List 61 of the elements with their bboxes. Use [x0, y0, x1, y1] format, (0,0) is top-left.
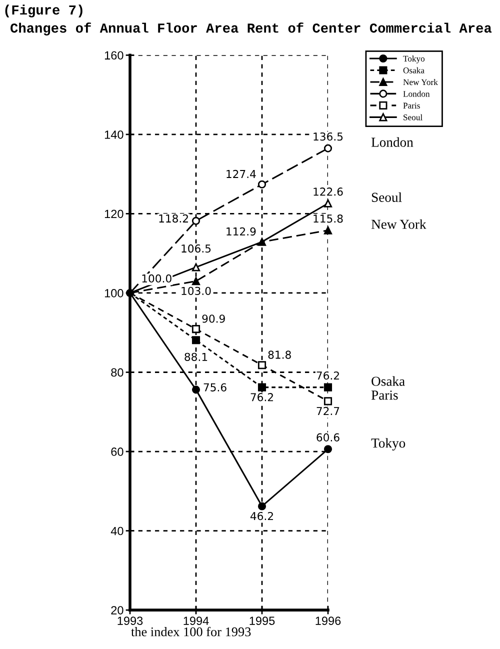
text: London — [371, 137, 414, 147]
text: the index 100 for 1993 — [131, 626, 251, 636]
point — [324, 383, 332, 392]
text: (Figure 7) — [5, 4, 82, 18]
point — [258, 361, 266, 370]
point — [324, 226, 332, 234]
text: Paris — [371, 390, 398, 400]
data-label: 60.6 — [316, 433, 340, 442]
y-tick-label: 40 — [110, 526, 124, 536]
text: Seoul — [372, 192, 402, 202]
legend-label: Tokyo — [403, 56, 425, 64]
x-tick-label: 1996 — [316, 616, 341, 625]
point — [258, 383, 266, 392]
data-label: 46.2 — [250, 512, 273, 520]
y-tick-label: 160 — [104, 51, 124, 60]
data-label: 118.2 — [159, 214, 188, 223]
text: New York — [371, 219, 426, 229]
data-label: 90.9 — [202, 314, 225, 323]
data-label: 72.7 — [316, 406, 340, 415]
y-tick-label: 100 — [104, 289, 124, 298]
text: Osaka — [372, 376, 405, 386]
chart-title: Changes of Annual Floor Area Rent of Center Commercial Area — [10, 22, 492, 36]
legend-label: Seoul — [404, 114, 422, 120]
x-tick-label: 1994 — [184, 616, 209, 625]
legend-label: London — [403, 90, 430, 97]
point — [258, 180, 266, 188]
data-label: 76.2 — [250, 393, 273, 402]
y-tick-label: 80 — [111, 368, 124, 377]
text: Tokyo — [371, 438, 406, 450]
data-label: 100.0 — [142, 274, 172, 283]
point — [258, 502, 266, 510]
data-label: 127.4 — [226, 170, 256, 178]
data-label: 112.9 — [226, 227, 256, 236]
data-label: 136.5 — [314, 132, 343, 141]
y-tick-label: 60 — [111, 448, 124, 456]
legend-label: Paris — [403, 102, 420, 109]
data-label: 115.8 — [314, 214, 343, 223]
x-tick-label: 1993 — [118, 616, 143, 625]
y-tick-label: 140 — [104, 130, 124, 139]
data-label: 76.2 — [316, 371, 339, 380]
point — [192, 277, 200, 286]
data-label: 81.8 — [268, 350, 291, 359]
y-tick-label: 120 — [104, 210, 124, 218]
data-label: 106.5 — [182, 244, 211, 253]
point — [192, 325, 200, 334]
point — [192, 336, 200, 344]
data-label: 103.0 — [182, 286, 211, 296]
point — [192, 263, 200, 272]
legend-label: Osaka — [403, 67, 424, 74]
point — [192, 216, 200, 225]
point — [324, 445, 332, 454]
point — [324, 144, 332, 152]
x-tick-label: 1995 — [250, 616, 275, 625]
point — [192, 386, 200, 394]
data-label: 88.1 — [184, 352, 208, 362]
y-tick-label: 20 — [111, 606, 124, 614]
data-label: 75.6 — [204, 383, 226, 392]
data-label: 122.6 — [314, 188, 343, 196]
point — [324, 199, 332, 208]
legend-label: New York — [403, 79, 438, 86]
point — [324, 397, 332, 406]
